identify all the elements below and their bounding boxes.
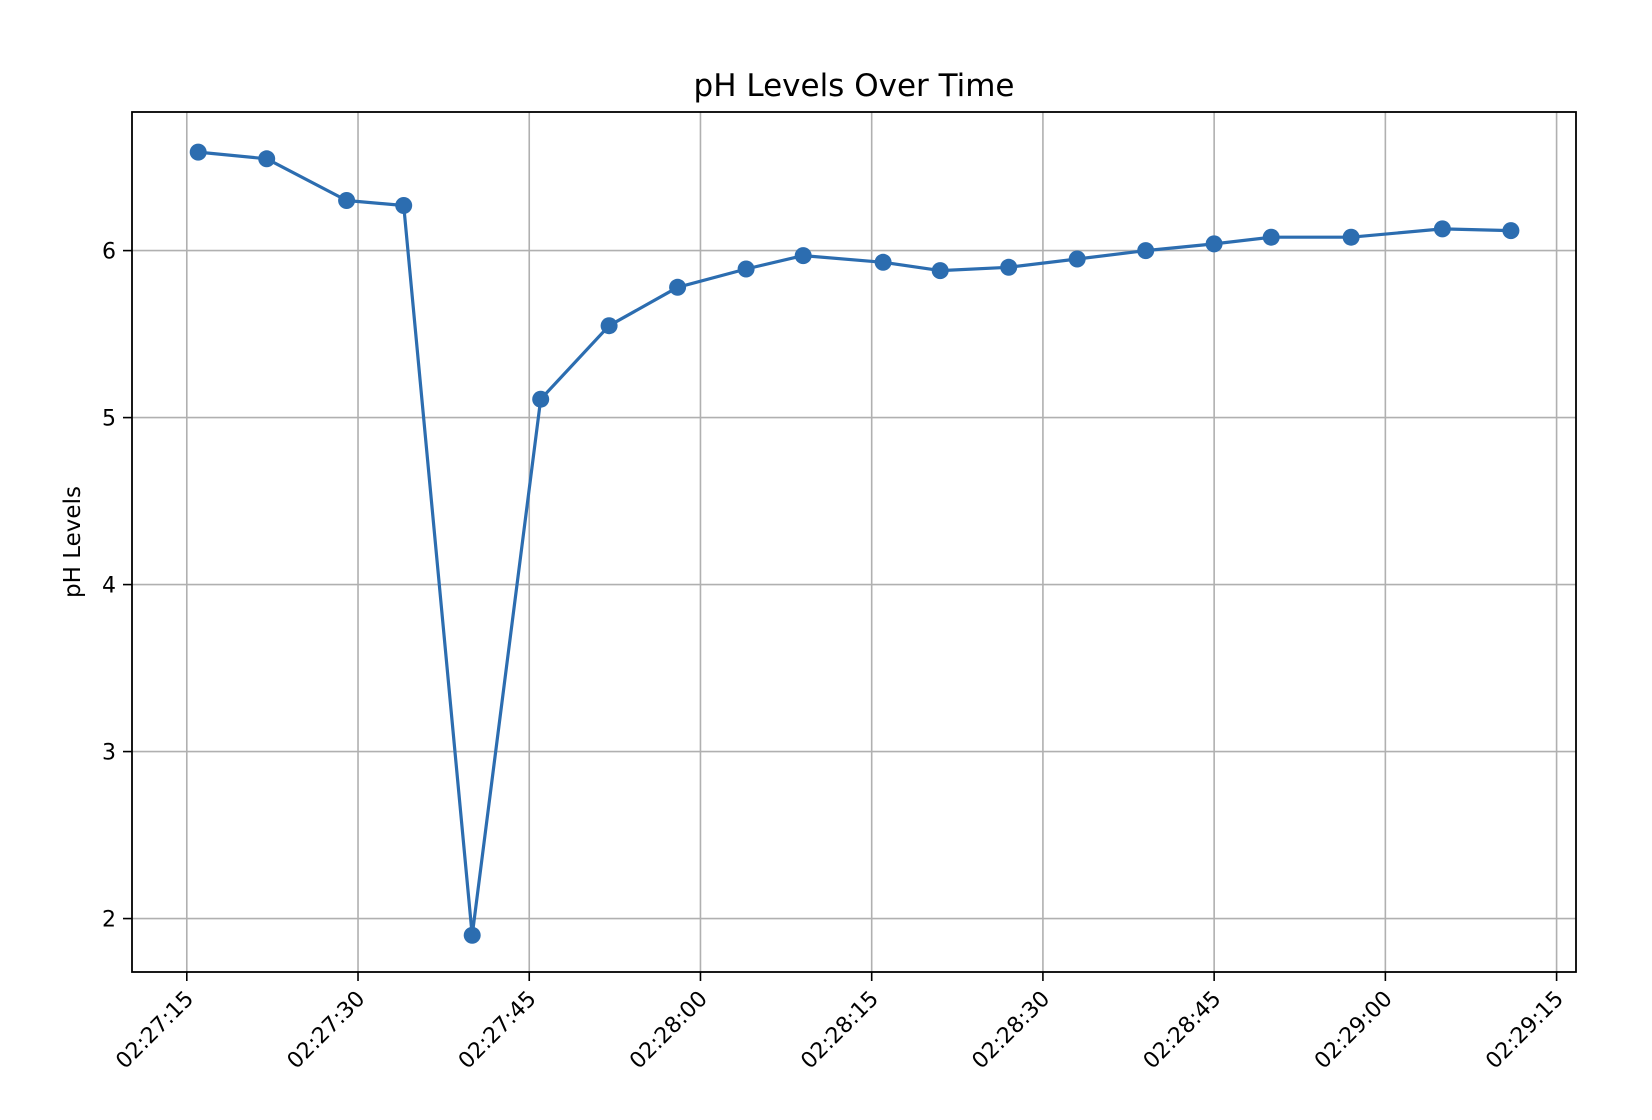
data-point (874, 253, 892, 271)
data-point (931, 262, 949, 280)
data-point (1502, 222, 1520, 240)
data-point (1137, 242, 1155, 260)
x-tick-label: 02:28:15 (796, 987, 884, 1075)
x-tick-label: 02:28:45 (1139, 987, 1227, 1075)
data-point (463, 926, 481, 944)
data-point (395, 197, 413, 214)
x-tick-label: 02:27:30 (283, 987, 371, 1075)
y-tick-label: 2 (102, 908, 116, 933)
grid-layer (132, 112, 1576, 972)
data-point (1068, 250, 1086, 268)
data-point (1000, 258, 1018, 276)
data-point (1262, 228, 1280, 246)
x-tick-label: 02:27:45 (454, 987, 542, 1075)
x-tick-label: 02:29:00 (1310, 987, 1398, 1075)
y-tick-label: 5 (102, 407, 116, 432)
x-tick-label: 02:28:00 (625, 987, 713, 1075)
chart-title: pH Levels Over Time (694, 68, 1015, 104)
data-point (258, 150, 276, 168)
y-tick-label: 6 (102, 240, 116, 265)
y-tick-label: 3 (102, 741, 116, 766)
plot-frame (131, 111, 1577, 973)
marker-layer (189, 143, 1520, 944)
data-point (189, 143, 207, 161)
data-point (1342, 228, 1360, 246)
x-tick-label: 02:29:15 (1481, 987, 1569, 1075)
data-point (338, 192, 356, 209)
data-point (532, 390, 550, 408)
data-point (600, 317, 618, 335)
tick-layer: 02:27:15 02:27:30 02:27:45 02:28:00 02:28:15… (102, 240, 1569, 1075)
y-tick-label: 4 (102, 574, 116, 599)
x-tick-label: 02:27:15 (111, 987, 199, 1075)
data-point (1205, 235, 1223, 253)
data-point (669, 278, 687, 296)
x-tick-label: 02:28:30 (968, 987, 1056, 1075)
data-point (1433, 220, 1451, 238)
data-point (794, 247, 812, 265)
series-line (198, 150, 1511, 937)
data-point (737, 260, 755, 278)
y-axis-label: pH Levels (60, 486, 86, 598)
